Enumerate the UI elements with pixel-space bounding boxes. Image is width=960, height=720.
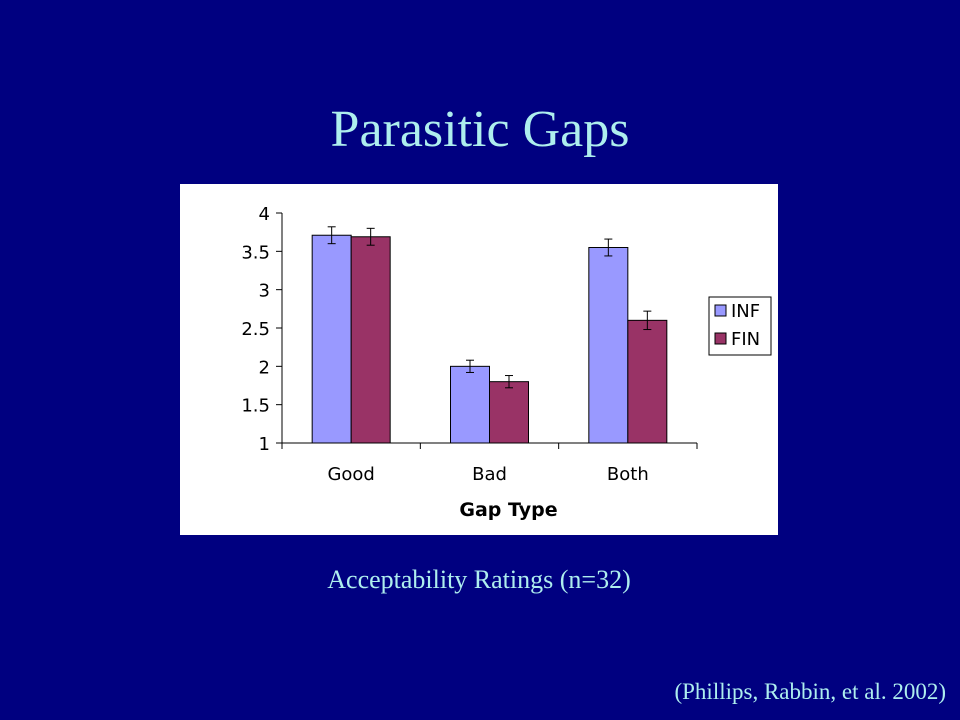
bar-inf xyxy=(311,234,352,444)
legend-label: FIN xyxy=(731,329,760,350)
legend-swatch-inf xyxy=(714,304,727,317)
y-tick-label: 2.5 xyxy=(241,319,270,340)
bar-fin xyxy=(350,236,391,444)
y-tick-label: 3 xyxy=(259,281,270,302)
y-tick-label: 1 xyxy=(259,434,270,455)
x-tick-label: Good xyxy=(327,464,374,485)
y-tick-label: 1.5 xyxy=(241,396,270,417)
bar-fin xyxy=(489,381,529,444)
citation: (Phillips, Rabbin, et al. 2002) xyxy=(674,679,946,704)
slide-title: Parasitic Gaps xyxy=(330,101,630,158)
x-axis-title: Gap Type xyxy=(459,499,557,521)
y-tick-label: 3.5 xyxy=(241,242,270,263)
y-tick-label: 2 xyxy=(259,357,270,378)
y-tick-label: 4 xyxy=(259,204,270,225)
bar-inf xyxy=(450,365,490,444)
chart-caption: Acceptability Ratings (n=32) xyxy=(327,565,631,594)
bar-fin xyxy=(627,319,668,444)
legend-swatch-fin xyxy=(714,332,727,345)
chart-area: 1 1.5 2 2.5 3 3.5 4 Good Bad Both Gap Type INF FIN xyxy=(180,184,778,535)
bar-chart: 1 1.5 2 2.5 3 3.5 4 Good Bad Both Gap Type INF FIN xyxy=(241,204,772,521)
x-tick-label: Bad xyxy=(472,464,507,485)
bar-inf xyxy=(588,247,629,444)
x-tick-label: Both xyxy=(607,464,649,485)
legend-label: INF xyxy=(731,301,760,322)
